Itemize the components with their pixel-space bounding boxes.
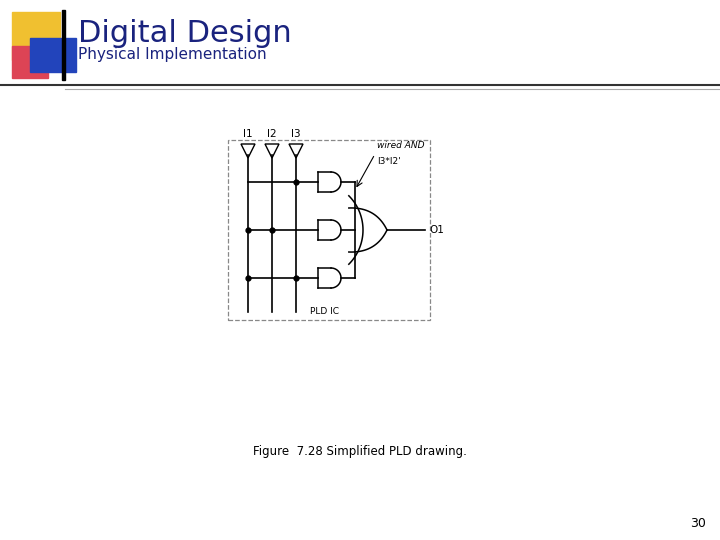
- Text: PLD IC: PLD IC: [310, 307, 338, 316]
- Text: I2: I2: [267, 129, 276, 139]
- Text: wired AND: wired AND: [377, 141, 425, 150]
- Bar: [228, 140, 430, 320]
- Text: Physical Implementation: Physical Implementation: [78, 48, 266, 63]
- Text: I3*I2': I3*I2': [377, 157, 400, 166]
- Bar: [12, 46, 48, 78]
- Text: I3: I3: [291, 129, 301, 139]
- Bar: [30, 38, 76, 72]
- Text: I1: I1: [243, 129, 253, 139]
- Bar: [12, 12, 60, 60]
- Text: O1: O1: [429, 225, 444, 235]
- Text: 30: 30: [690, 517, 706, 530]
- Text: Figure  7.28 Simplified PLD drawing.: Figure 7.28 Simplified PLD drawing.: [253, 446, 467, 458]
- Bar: [62, 10, 65, 80]
- Text: Digital Design: Digital Design: [78, 18, 292, 48]
